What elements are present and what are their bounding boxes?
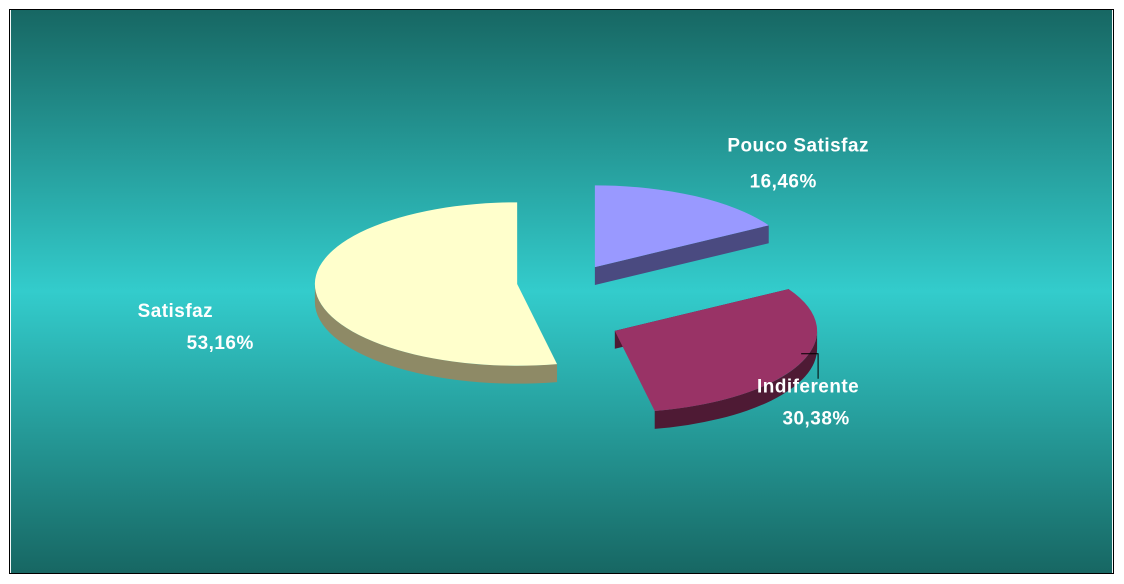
leader-line-indiferente — [801, 353, 819, 379]
slice-value-pouco-satisfaz: 16,46% — [750, 171, 817, 192]
slice-label-indiferente: Indiferente — [757, 377, 859, 398]
pie-slice-indiferente — [614, 289, 818, 429]
pie-slice-satisfaz — [314, 202, 558, 384]
slice-value-indiferente: 30,38% — [783, 409, 850, 430]
slice-label-pouco-satisfaz: Pouco Satisfaz — [727, 135, 869, 156]
leader-lines — [801, 353, 819, 379]
slice-labels: Pouco Satisfaz 16,46% Satisfaz 53,16% Indife… — [138, 135, 869, 429]
pie-slice-pouco-satisfaz — [594, 185, 769, 286]
slice-label-satisfaz: Satisfaz — [138, 301, 214, 322]
slice-value-satisfaz: 53,16% — [187, 333, 254, 354]
chart-background — [10, 10, 1113, 573]
pie-chart-svg: Pouco Satisfaz 16,46% Satisfaz 53,16% Indife… — [10, 10, 1113, 573]
pie-chart: Pouco Satisfaz 16,46% Satisfaz 53,16% Indife… — [9, 9, 1114, 574]
pie-slices — [314, 185, 818, 429]
